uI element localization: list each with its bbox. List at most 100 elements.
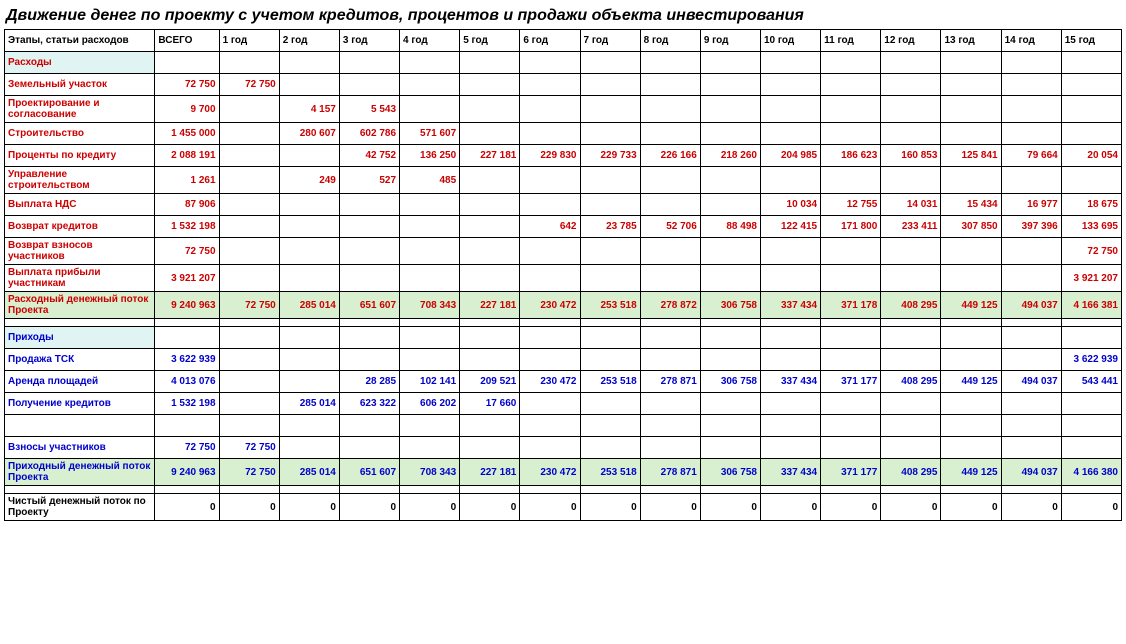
cell-value	[279, 327, 339, 349]
cell-value	[941, 415, 1001, 437]
cell-value: 0	[400, 494, 460, 521]
col-header-year: 5 год	[460, 30, 520, 52]
cell-value: 0	[1001, 494, 1061, 521]
cell-value	[821, 415, 881, 437]
cell-value: 278 872	[640, 292, 700, 319]
cell-value: 337 434	[760, 459, 820, 486]
cell-value	[640, 123, 700, 145]
cell-value	[881, 415, 941, 437]
cell-value	[881, 349, 941, 371]
cell-value: 1 532 198	[155, 393, 219, 415]
cell-value	[580, 96, 640, 123]
cell-value: 87 906	[155, 194, 219, 216]
cell-value: 1 532 198	[155, 216, 219, 238]
cell-value	[700, 437, 760, 459]
cell-value: 209 521	[460, 371, 520, 393]
row-label: Взносы участников	[5, 437, 155, 459]
cell-value: 280 607	[279, 123, 339, 145]
spacer-cell	[821, 486, 881, 494]
cell-value: 72 750	[219, 74, 279, 96]
cell-value: 408 295	[881, 459, 941, 486]
cell-value	[279, 265, 339, 292]
cell-value	[520, 194, 580, 216]
cell-value	[219, 349, 279, 371]
cell-value: 397 396	[1001, 216, 1061, 238]
table-row: Проценты по кредиту2 088 19142 752136 25…	[5, 145, 1122, 167]
cell-value	[339, 194, 399, 216]
cell-value	[881, 123, 941, 145]
cell-value	[339, 74, 399, 96]
spacer-cell	[5, 319, 155, 327]
cell-value: 20 054	[1061, 145, 1121, 167]
cell-value: 642	[520, 216, 580, 238]
cell-value: 9 240 963	[155, 292, 219, 319]
cell-value	[460, 74, 520, 96]
cell-value	[400, 96, 460, 123]
cell-value	[700, 123, 760, 145]
cell-value	[1001, 349, 1061, 371]
table-row: Аренда площадей4 013 07628 285102 141209…	[5, 371, 1122, 393]
spacer-cell	[5, 486, 155, 494]
spacer-cell	[339, 486, 399, 494]
table-row: Чистый денежный поток по Проекту00000000…	[5, 494, 1122, 521]
cell-value	[700, 238, 760, 265]
cell-value	[520, 52, 580, 74]
cell-value: 230 472	[520, 292, 580, 319]
cell-value	[219, 393, 279, 415]
cell-value	[580, 52, 640, 74]
cell-value	[881, 238, 941, 265]
cell-value	[279, 371, 339, 393]
cell-value: 0	[520, 494, 580, 521]
cell-value	[460, 265, 520, 292]
col-header-year: 3 год	[339, 30, 399, 52]
cell-value	[279, 415, 339, 437]
cell-value: 5 543	[339, 96, 399, 123]
spacer-cell	[400, 319, 460, 327]
cell-value	[1001, 123, 1061, 145]
cell-value: 1 455 000	[155, 123, 219, 145]
cell-value: 52 706	[640, 216, 700, 238]
cell-value	[941, 167, 1001, 194]
cell-value: 371 178	[821, 292, 881, 319]
spacer-cell	[279, 319, 339, 327]
cell-value	[760, 349, 820, 371]
spacer-cell	[580, 486, 640, 494]
row-label: Возврат кредитов	[5, 216, 155, 238]
cell-value: 72 750	[1061, 238, 1121, 265]
cell-value	[941, 123, 1001, 145]
cell-value: 72 750	[219, 437, 279, 459]
cell-value: 125 841	[941, 145, 1001, 167]
cell-value	[881, 265, 941, 292]
cell-value: 306 758	[700, 371, 760, 393]
cell-value	[760, 437, 820, 459]
cell-value: 233 411	[881, 216, 941, 238]
cell-value: 14 031	[881, 194, 941, 216]
table-row: Управление строительством1 261249527485	[5, 167, 1122, 194]
cell-value	[1061, 123, 1121, 145]
table-row: Приходный денежный поток Проекта9 240 96…	[5, 459, 1122, 486]
cell-value: 72 750	[219, 292, 279, 319]
cell-value: 0	[1061, 494, 1121, 521]
cell-value	[219, 123, 279, 145]
spacer-cell	[219, 486, 279, 494]
cell-value: 160 853	[881, 145, 941, 167]
cell-value	[700, 327, 760, 349]
cell-value	[339, 216, 399, 238]
cell-value	[881, 327, 941, 349]
cell-value	[520, 327, 580, 349]
cell-value	[1061, 52, 1121, 74]
cell-value: 42 752	[339, 145, 399, 167]
cell-value: 0	[881, 494, 941, 521]
spacer-cell	[155, 319, 219, 327]
cell-value	[400, 74, 460, 96]
spacer-cell	[279, 486, 339, 494]
cell-value	[821, 238, 881, 265]
cell-value	[279, 194, 339, 216]
spacer-cell	[1001, 486, 1061, 494]
cell-value	[760, 123, 820, 145]
cell-value: 186 623	[821, 145, 881, 167]
cell-value: 17 660	[460, 393, 520, 415]
cell-value	[219, 194, 279, 216]
spacer-cell	[1001, 319, 1061, 327]
cell-value: 0	[821, 494, 881, 521]
